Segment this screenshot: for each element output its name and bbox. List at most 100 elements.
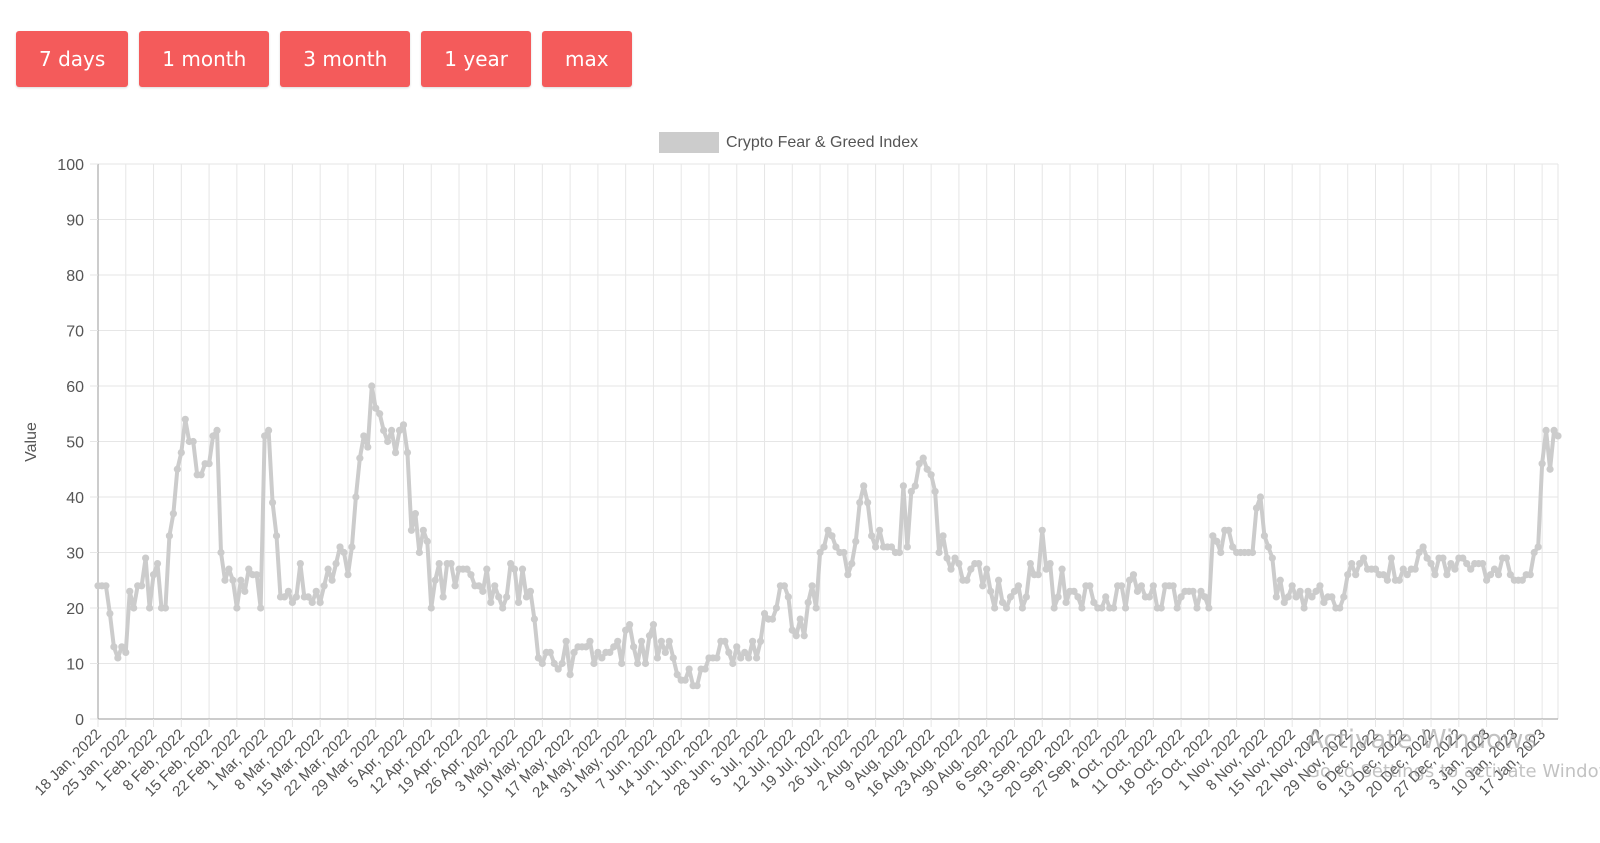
data-point[interactable] [503,593,511,601]
data-point[interactable] [1546,465,1554,473]
data-point[interactable] [526,587,535,595]
data-point[interactable] [411,510,419,518]
data-point[interactable] [733,643,741,651]
data-point[interactable] [499,604,507,612]
data-point[interactable] [173,465,181,473]
data-point[interactable] [653,654,662,662]
data-point[interactable] [1086,582,1094,590]
data-point[interactable] [1383,576,1391,584]
data-point[interactable] [1312,587,1320,595]
data-point[interactable] [784,593,792,601]
data-point[interactable] [975,560,983,568]
data-point[interactable] [1280,598,1288,607]
data-point[interactable] [1447,560,1455,568]
data-point[interactable] [820,543,828,551]
data-point[interactable] [1062,598,1070,607]
data-point[interactable] [1078,604,1086,612]
data-point[interactable] [1419,543,1427,551]
data-point[interactable] [935,548,943,557]
data-point[interactable] [582,643,590,651]
data-point[interactable] [229,576,237,584]
data-point[interactable] [253,571,261,579]
data-point[interactable] [998,598,1007,607]
data-point[interactable] [1229,543,1237,551]
data-point[interactable] [1300,604,1308,612]
data-point[interactable] [1451,565,1459,573]
data-point[interactable] [257,604,265,612]
data-point[interactable] [1427,560,1435,568]
data-point[interactable] [558,659,566,668]
data-point[interactable] [138,582,146,590]
data-point[interactable] [1336,604,1344,612]
data-point[interactable] [1530,548,1538,557]
data-point[interactable] [419,526,427,534]
data-point[interactable] [875,526,884,534]
data-point[interactable] [1042,565,1050,573]
data-point[interactable] [915,460,923,468]
data-point[interactable] [1340,593,1348,601]
data-point[interactable] [1213,537,1221,546]
data-point[interactable] [1288,582,1296,590]
data-point[interactable] [1070,587,1078,595]
data-point[interactable] [887,543,896,551]
data-point[interactable] [967,565,975,573]
range-7-days-button[interactable]: 7 days [16,31,129,87]
data-point[interactable] [546,648,554,657]
data-point[interactable] [312,587,320,595]
data-point[interactable] [1264,543,1272,551]
data-point[interactable] [756,637,765,645]
data-point[interactable] [538,659,546,668]
data-point[interactable] [1149,582,1157,590]
data-point[interactable] [483,565,491,573]
data-point[interactable] [919,454,927,462]
data-point[interactable] [1189,587,1197,595]
data-point[interactable] [606,648,614,657]
data-point[interactable] [467,571,475,579]
data-point[interactable] [745,654,753,662]
data-point[interactable] [1308,593,1316,601]
data-point[interactable] [1328,593,1336,601]
data-point[interactable] [149,571,158,579]
data-point[interactable] [296,560,304,568]
data-point[interactable] [423,537,431,546]
data-point[interactable] [1038,526,1046,534]
data-point[interactable] [749,637,757,645]
data-point[interactable] [645,632,654,640]
data-point[interactable] [665,637,673,645]
data-point[interactable] [1344,571,1352,579]
data-point[interactable] [1010,587,1019,595]
data-point[interactable] [792,632,800,640]
data-point[interactable] [1002,604,1011,612]
data-point[interactable] [403,449,412,457]
data-point[interactable] [566,671,574,679]
data-point[interactable] [237,576,245,584]
legend-label[interactable]: Crypto Fear & Greed Index [726,134,918,151]
data-point[interactable] [1379,571,1388,579]
data-point[interactable] [598,654,606,662]
data-point[interactable] [399,421,408,429]
data-point[interactable] [265,426,273,434]
data-point[interactable] [1554,432,1562,440]
data-point[interactable] [669,654,677,662]
data-point[interactable] [1026,560,1034,568]
data-point[interactable] [1252,504,1261,512]
data-point[interactable] [1316,582,1324,590]
data-point[interactable] [1058,565,1066,573]
data-point[interactable] [741,648,749,657]
data-point[interactable] [1534,543,1542,551]
data-point[interactable] [1217,548,1225,557]
data-point[interactable] [1356,560,1364,568]
data-point[interactable] [495,593,503,601]
data-point[interactable] [760,609,769,618]
data-point[interactable] [1090,598,1098,607]
data-point[interactable] [864,498,872,507]
data-point[interactable] [1225,526,1233,534]
data-point[interactable] [955,560,963,568]
data-point[interactable] [729,659,737,668]
data-point[interactable] [530,615,539,623]
data-point[interactable] [848,560,856,568]
data-point[interactable] [1018,604,1026,612]
data-point[interactable] [1371,565,1380,573]
data-point[interactable] [657,637,665,645]
data-point[interactable] [205,460,213,468]
